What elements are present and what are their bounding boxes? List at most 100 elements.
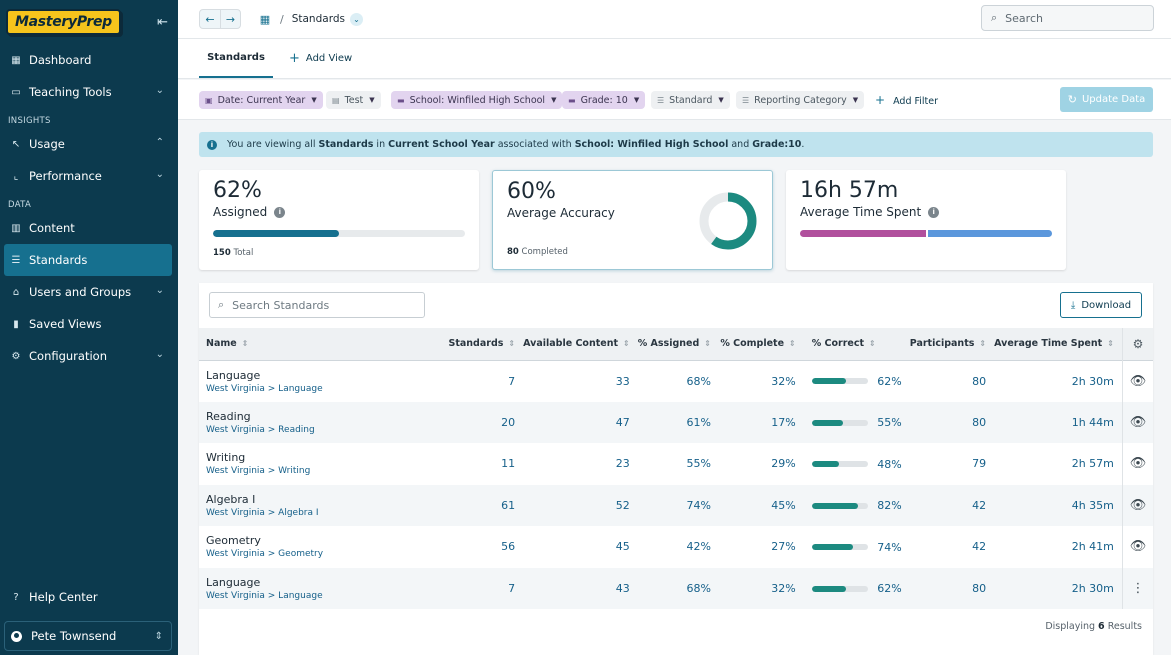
sidebar-item-teaching-tools[interactable]: ▭ Teaching Tools ⌄	[0, 76, 178, 108]
sidebar-item-label: Usage	[29, 137, 65, 151]
download-button[interactable]: ⤓ Download	[1060, 292, 1142, 318]
row-path[interactable]: West Virginia > Algebra I	[206, 507, 319, 518]
sidebar-item-help-center[interactable]: ? Help Center	[0, 581, 178, 613]
add-filter-button[interactable]: + Add Filter	[875, 93, 938, 107]
standards-search-input[interactable]: ⌕ Search Standards	[209, 292, 425, 318]
table-row[interactable]: Reading West Virginia > Reading 20 47 61% 17%…	[199, 401, 1153, 443]
row-name[interactable]: Language	[206, 575, 261, 589]
column-header-complete[interactable]: % Complete ⇕	[720, 338, 796, 350]
table-row[interactable]: Writing West Virginia > Writing 11 23 55% 29%…	[199, 443, 1153, 485]
sidebar-item-label: Standards	[29, 253, 88, 267]
sidebar-item-dashboard[interactable]: ▦ Dashboard	[0, 44, 178, 76]
row-name[interactable]: Language	[206, 368, 261, 382]
cell-average-time: 2h 57m	[1071, 457, 1114, 471]
test-icon: ▤	[332, 95, 340, 105]
add-view-button[interactable]: + Add View	[289, 39, 352, 78]
kpi-assigned-card[interactable]: 62% Assigned i 150 Total	[199, 170, 479, 270]
eye-icon[interactable]: 👁	[1121, 443, 1153, 485]
cell-name: Language West Virginia > Language	[199, 568, 444, 610]
row-path[interactable]: West Virginia > Language	[206, 590, 323, 601]
chevron-down-icon[interactable]: ⌄	[349, 12, 363, 26]
time-split-segment-b	[928, 230, 1052, 237]
refresh-icon: ↻	[1067, 93, 1077, 106]
chevron-down-icon: ⌄	[155, 85, 164, 96]
table-row[interactable]: Language West Virginia > Language 7 43 68% 32…	[199, 567, 1153, 610]
search-input[interactable]: ⌕ Search	[981, 5, 1154, 31]
row-name[interactable]: Writing	[206, 451, 246, 465]
row-path[interactable]: West Virginia > Writing	[206, 466, 311, 477]
topbar: ← → ▦ / Standards ⌄ ⌕ Search	[178, 0, 1171, 39]
eye-icon[interactable]: 👁	[1121, 526, 1153, 568]
section-data: DATA	[8, 200, 32, 210]
row-name[interactable]: Algebra I	[206, 492, 256, 506]
cell-average-time: 1h 44m	[1071, 415, 1114, 429]
filter-chip-date[interactable]: ▣ Date: Current Year ▼	[199, 91, 323, 109]
grid-icon[interactable]: ▦	[259, 12, 271, 26]
column-header-assigned[interactable]: % Assigned ⇕	[637, 338, 711, 350]
table-row[interactable]: Algebra I West Virginia > Algebra I 61 52 74…	[199, 484, 1153, 527]
masteryprep-logo[interactable]: MasteryPrep	[6, 9, 121, 35]
update-data-button[interactable]: ↻ Update Data	[1060, 87, 1153, 112]
eye-icon[interactable]: 👁	[1121, 484, 1153, 526]
correct-bar-track	[811, 502, 868, 509]
filter-chip-school[interactable]: ▬ School: Winfiled High School ▼	[391, 91, 563, 109]
column-header-average-time[interactable]: Average Time Spent ⇕	[994, 338, 1114, 350]
sidebar-item-saved-views[interactable]: ▮ Saved Views	[0, 308, 178, 340]
tab-standards[interactable]: Standards	[199, 39, 273, 78]
forward-arrow-icon[interactable]: →	[220, 10, 240, 28]
filter-chip-standard[interactable]: ☰ Standard ▼	[651, 91, 730, 109]
filter-chip-grade[interactable]: ▬ Grade: 10 ▼	[562, 91, 646, 109]
cell-complete: 45%	[771, 498, 796, 512]
row-name[interactable]: Geometry	[206, 534, 261, 548]
content-icon: ▥	[11, 222, 21, 234]
sort-icon: ⇕	[704, 339, 711, 349]
sidebar-item-label: Users and Groups	[29, 285, 132, 299]
chevron-down-icon: ⌄	[155, 349, 164, 360]
column-settings-icon[interactable]: ⚙	[1121, 328, 1153, 360]
correct-bar-fill	[811, 585, 847, 592]
row-name[interactable]: Reading	[206, 409, 251, 423]
filter-chip-test[interactable]: ▤ Test ▼	[326, 91, 381, 109]
sidebar-item-users-and-groups[interactable]: ⌂ Users and Groups ⌄	[0, 276, 178, 308]
eye-icon[interactable]: 👁	[1121, 401, 1153, 443]
info-banner: i You are viewing all Standards in Curre…	[199, 132, 1153, 157]
column-header-available-content[interactable]: Available Content ⇕	[523, 338, 630, 350]
column-header-participants[interactable]: Participants ⇕	[909, 338, 987, 350]
assigned-progress-fill	[213, 230, 339, 237]
column-header-standards[interactable]: Standards ⇕	[448, 338, 516, 350]
breadcrumb[interactable]: Standards	[291, 13, 345, 25]
kpi-footer: 150 Total	[213, 248, 254, 258]
eye-icon[interactable]: 👁	[1121, 359, 1153, 402]
kpi-time-card[interactable]: 16h 57m Average Time Spent i	[786, 170, 1066, 270]
table-row[interactable]: Language West Virginia > Language 7 33 68% 32…	[199, 359, 1153, 402]
info-icon[interactable]: i	[274, 206, 286, 218]
row-path[interactable]: West Virginia > Language	[206, 383, 323, 394]
correct-bar-track	[811, 419, 868, 426]
sidebar-item-content[interactable]: ▥ Content	[0, 212, 178, 244]
cell-assigned: 74%	[686, 498, 711, 512]
sort-icon: ⇕	[623, 339, 630, 349]
cell-name: Algebra I West Virginia > Algebra I	[199, 485, 444, 527]
banner-text: You are viewing all Standards in Current…	[227, 139, 805, 150]
table-row[interactable]: Geometry West Virginia > Geometry 56 45 42% 2…	[199, 526, 1153, 568]
sidebar-item-configuration[interactable]: ⚙ Configuration ⌄	[0, 340, 178, 372]
sidebar-item-usage[interactable]: ↖ Usage ⌃	[0, 128, 178, 160]
collapse-sidebar-icon[interactable]: ⇤	[157, 14, 168, 30]
back-arrow-icon[interactable]: ←	[205, 12, 215, 26]
more-vertical-icon[interactable]: ⋮	[1121, 567, 1153, 609]
column-header-name[interactable]: Name ⇕	[206, 338, 249, 350]
logo-row: MasteryPrep ⇤	[0, 0, 178, 44]
user-menu[interactable]: Pete Townsend ⇕	[4, 621, 172, 651]
column-header-correct[interactable]: % Correct ⇕	[811, 338, 876, 350]
kpi-accuracy-card[interactable]: 60% Average Accuracy 80 Completed	[492, 170, 773, 270]
sidebar-item-standards[interactable]: ☰ Standards	[4, 244, 172, 276]
help-icon: ?	[13, 591, 19, 603]
sidebar-item-performance[interactable]: ⌞ Performance ⌄	[0, 160, 178, 192]
row-path[interactable]: West Virginia > Reading	[206, 424, 315, 435]
row-path[interactable]: West Virginia > Geometry	[206, 549, 324, 560]
sidebar: MasteryPrep ⇤ ▦ Dashboard ▭ Teaching Too…	[0, 0, 178, 655]
caret-down-icon: ▼	[852, 96, 859, 104]
cell-standards: 7	[508, 581, 516, 595]
info-icon[interactable]: i	[928, 206, 940, 218]
filter-chip-reporting-category[interactable]: ☰ Reporting Category ▼	[736, 91, 865, 109]
